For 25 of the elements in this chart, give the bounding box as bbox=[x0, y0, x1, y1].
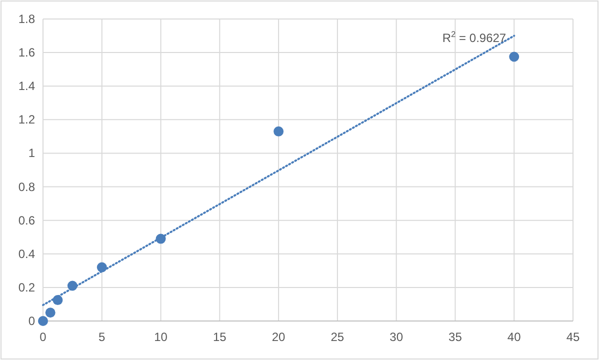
point bbox=[509, 52, 520, 62]
y-tick-label: 0.2 bbox=[18, 280, 36, 294]
point bbox=[38, 316, 48, 326]
y-tick-label: 1.6 bbox=[18, 46, 36, 60]
x-tick-label: 35 bbox=[448, 330, 462, 344]
x-tick-label: 40 bbox=[507, 330, 522, 344]
x-tick-label: 5 bbox=[98, 330, 106, 344]
y-tick-label: 1 bbox=[28, 146, 36, 160]
annotation: R$^{2}$ = 0.9627 bbox=[442, 28, 506, 45]
y-tick-label: 1.8 bbox=[18, 12, 36, 26]
y-tick-label: 0.4 bbox=[18, 246, 36, 261]
x-tick-label: 10 bbox=[154, 330, 168, 344]
y-tick-label: 0.8 bbox=[18, 180, 36, 194]
y-tick-label: 1.2 bbox=[18, 112, 36, 127]
x-tick-label: 20 bbox=[272, 330, 286, 344]
x-tick-label: 30 bbox=[390, 330, 404, 344]
point bbox=[45, 308, 56, 318]
x-tick-label: 0 bbox=[40, 330, 47, 344]
y-tick-label: 1.4 bbox=[18, 79, 36, 94]
x-tick-label: 45 bbox=[566, 330, 580, 344]
point bbox=[274, 126, 284, 136]
x-tick-label: 15 bbox=[212, 330, 227, 344]
y-tick-label: 0 bbox=[28, 314, 36, 328]
y-tick-label: 0.6 bbox=[18, 213, 36, 228]
x-tick-label: 25 bbox=[330, 330, 344, 344]
